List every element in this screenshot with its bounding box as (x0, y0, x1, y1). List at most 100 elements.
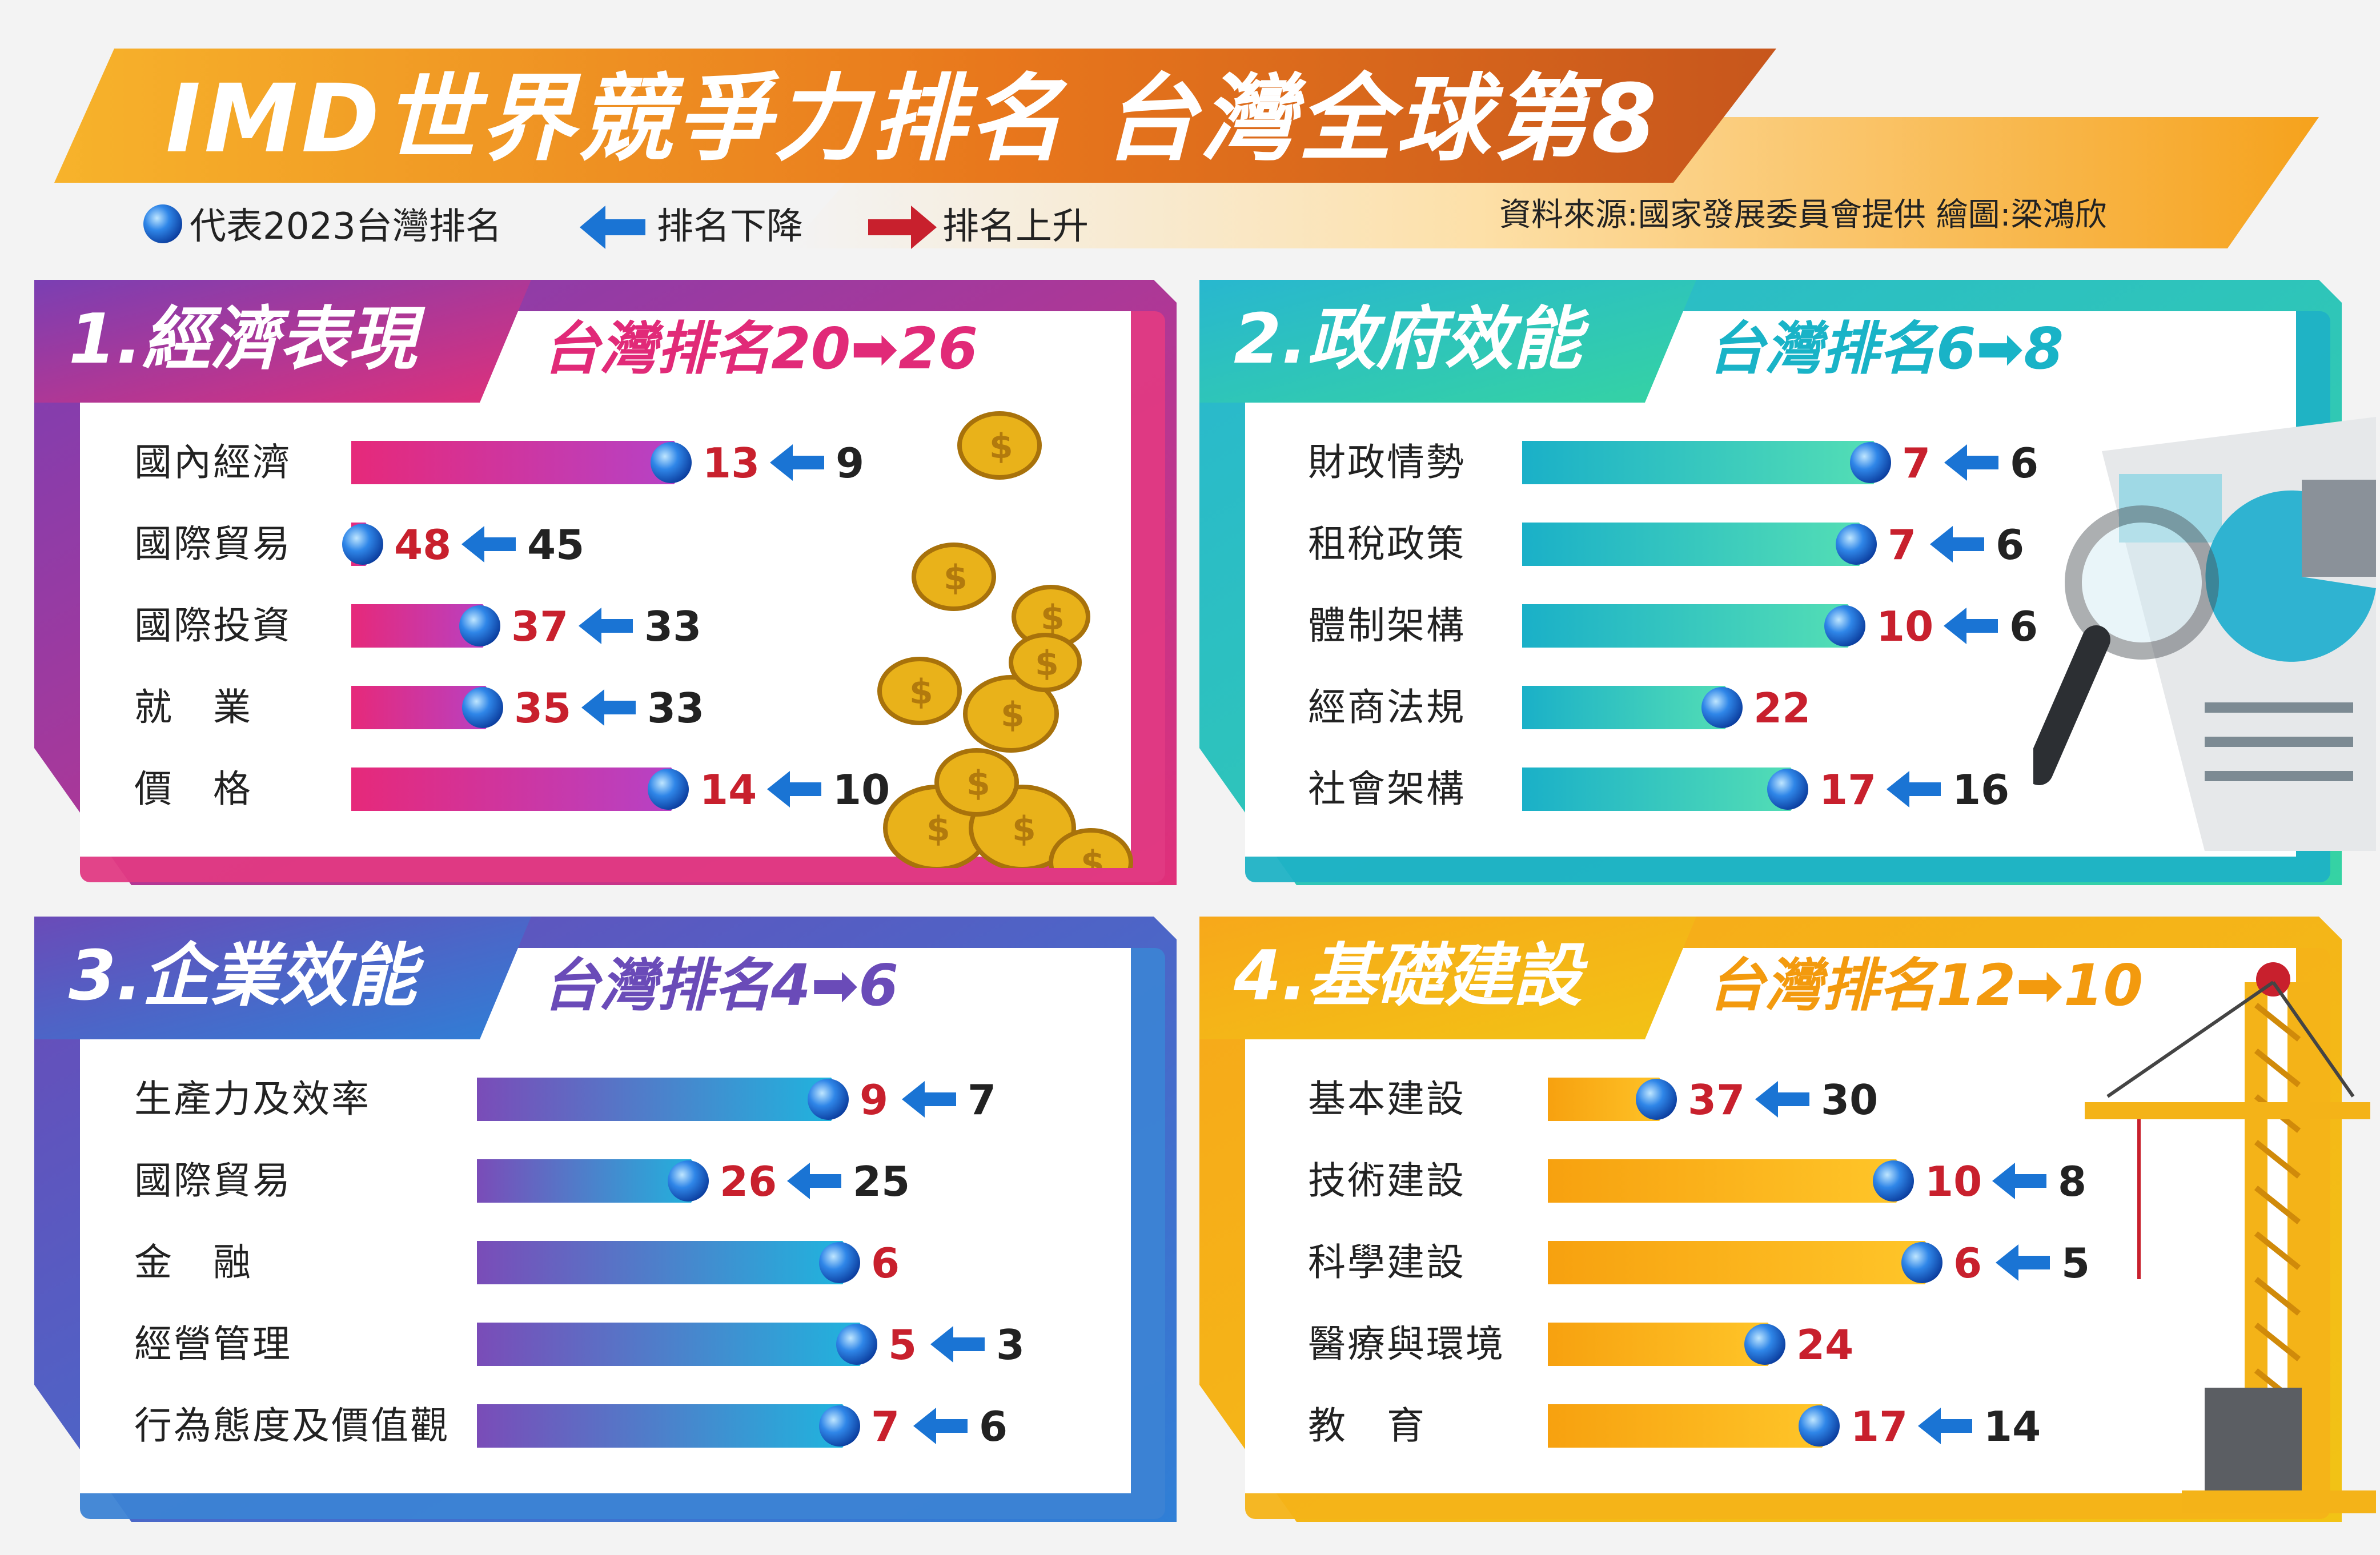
rank-dot-icon (836, 1324, 877, 1365)
rank-2023-label: 9 (860, 1076, 888, 1124)
header-banner: IMD世界競爭力排名 台灣全球第8 代表2023台灣排名 排名下降 排名上升 資… (54, 49, 2319, 249)
rank-bar (351, 441, 690, 484)
panel-title: 4.基礎建設 (1233, 937, 1588, 1016)
rank-dot-icon (1836, 524, 1877, 565)
rank-bar (477, 1404, 858, 1448)
left-arrow-icon (461, 526, 516, 562)
legend-up-label: 排名上升 (942, 206, 1089, 248)
rank-2023-label: 10 (1925, 1158, 1982, 1206)
rank-dot-icon (1901, 1242, 1942, 1283)
left-arrow-icon (1992, 1163, 2046, 1199)
rank-dot-icon (651, 442, 692, 483)
rank-2023-label: 10 (1876, 602, 1933, 650)
rank-dot-icon (668, 1160, 709, 1202)
rank-dot-icon (342, 524, 383, 565)
category-label: 醫療與環境 (1308, 1322, 1505, 1366)
svg-text:$: $ (1035, 644, 1059, 684)
panel-4: 4.基礎建設 台灣排名12➡10 基本建設 37 30 技術建設 10 8 科學建設 6 5 醫療與環… (1199, 917, 2342, 1522)
panel-subtitle: 台灣排名20➡26 (543, 315, 978, 382)
category-label: 體制架構 (1308, 604, 1466, 648)
svg-text:$: $ (966, 764, 990, 803)
rank-bar (1522, 686, 1741, 729)
left-arrow-icon (581, 689, 636, 726)
left-arrow-icon (1944, 608, 1998, 644)
category-label: 科學建設 (1308, 1240, 1466, 1284)
rank-bar (477, 1323, 876, 1366)
rank-2023-label: 26 (720, 1158, 777, 1206)
rank-dot-icon (1744, 1324, 1785, 1365)
rank-2023-label: 7 (871, 1403, 900, 1450)
rank-dot-icon (648, 769, 689, 810)
rank-dot-icon (808, 1079, 849, 1120)
legend-down-label: 排名下降 (657, 206, 803, 248)
rank-2023-label: 17 (1819, 766, 1876, 814)
category-label: 租稅政策 (1308, 522, 1466, 566)
category-label: 社會架構 (1308, 767, 1466, 811)
rank-2023-label: 37 (1688, 1076, 1745, 1124)
rank-bar (1522, 604, 1864, 648)
rank-2022-label: 9 (836, 439, 864, 487)
globe-dot-icon (143, 204, 182, 243)
rank-2022-label: 14 (1984, 1403, 2041, 1450)
left-arrow-icon (902, 1081, 956, 1118)
rank-dot-icon (1850, 442, 1891, 483)
category-label: 技術建設 (1308, 1159, 1466, 1203)
rank-bar (477, 1078, 847, 1121)
svg-text:$: $ (909, 672, 933, 712)
source-credit: 資料來源:國家發展委員會提供 繪圖:梁鴻欣 (1499, 196, 2107, 234)
rank-2023-label: 17 (1851, 1403, 1908, 1450)
category-label: 教 育 (1308, 1404, 1426, 1448)
category-label: 基本建設 (1308, 1077, 1466, 1121)
rank-2022-label: 6 (2009, 602, 2038, 650)
rank-bar (351, 604, 499, 648)
rank-bar (1548, 1241, 1941, 1284)
rank-bar (351, 686, 501, 729)
left-arrow-icon (913, 1408, 968, 1444)
category-label: 經營管理 (134, 1322, 292, 1366)
rank-bar (1548, 1159, 1912, 1203)
svg-text:$: $ (1041, 598, 1065, 638)
svg-text:$: $ (1012, 809, 1036, 849)
rank-bar (1522, 441, 1889, 484)
panel-title-tab (34, 917, 531, 1039)
gold-coins-illustration: $$$$$$ $$$$ (877, 411, 1133, 868)
left-arrow-icon (1887, 771, 1941, 807)
rank-2023-label: 7 (1902, 439, 1931, 487)
rank-bar (351, 768, 687, 811)
rank-dot-icon (462, 687, 503, 728)
svg-text:$: $ (1081, 843, 1105, 868)
rank-dot-icon (1636, 1079, 1677, 1120)
category-label: 國際貿易 (134, 522, 292, 566)
left-arrow-icon (767, 771, 821, 807)
rank-2022-label: 7 (968, 1076, 996, 1124)
category-label: 財政情勢 (1308, 440, 1466, 484)
category-label: 價 格 (134, 767, 252, 811)
right-arrow-icon (868, 206, 937, 249)
rank-2023-label: 5 (888, 1321, 917, 1369)
left-arrow-icon (579, 608, 633, 644)
rank-2022-label: 33 (644, 602, 701, 650)
rank-2023-label: 22 (1753, 684, 1811, 732)
svg-text:$: $ (926, 809, 950, 849)
category-label: 國際投資 (134, 604, 292, 648)
rank-2023-label: 48 (394, 521, 451, 569)
rank-bar (477, 1159, 707, 1203)
category-label: 生產力及效率 (134, 1077, 371, 1121)
rank-dot-icon (1767, 769, 1808, 810)
rank-bar (477, 1241, 858, 1284)
panel-subtitle: 台灣排名6➡8 (1708, 315, 2064, 382)
panel-title-tab (1199, 917, 1696, 1039)
panel-title-tab (34, 280, 531, 403)
rank-2022-label: 16 (1952, 766, 2009, 814)
rank-2022-label: 6 (1996, 521, 2024, 569)
rank-dot-icon (459, 605, 500, 646)
left-arrow-icon (787, 1163, 841, 1199)
page-title: IMD世界競爭力排名 台灣全球第8 (166, 64, 1660, 174)
rank-2023-label: 35 (514, 684, 571, 732)
panel-3: 3.企業效能 台灣排名4➡6 生產力及效率 9 7 國際貿易 26 25 金 融 6 經營管理 5 3 行… (34, 917, 1177, 1522)
rank-bar (1522, 768, 1807, 811)
panel-title: 3.企業效能 (69, 937, 424, 1016)
rank-2022-label: 3 (996, 1321, 1025, 1369)
left-arrow-icon (1930, 526, 1984, 562)
rank-2023-label: 37 (511, 602, 568, 650)
